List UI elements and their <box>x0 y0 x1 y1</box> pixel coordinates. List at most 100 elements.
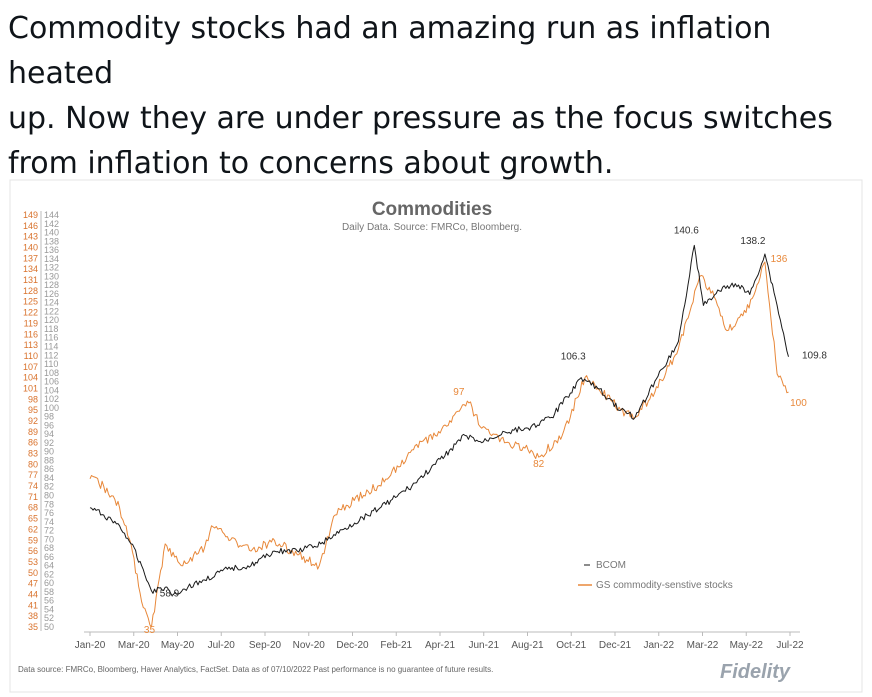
x-tick-label: Apr-21 <box>425 640 455 651</box>
x-tick-label: May-22 <box>730 640 764 651</box>
y-left-tick-label: 134 <box>23 264 38 274</box>
y-left-tick-label: 149 <box>23 210 38 220</box>
y-right-tick-label: 74 <box>44 517 54 527</box>
y-right-tick-label: 128 <box>44 280 59 290</box>
y-right-tick-label: 84 <box>44 473 54 483</box>
y-right-tick-label: 108 <box>44 368 59 378</box>
y-right-tick-label: 110 <box>44 359 58 369</box>
y-left-tick-label: 38 <box>28 611 38 621</box>
y-right-tick-label: 82 <box>44 482 54 492</box>
y-right-tick-label: 140 <box>44 228 59 238</box>
y-right-tick-label: 142 <box>44 219 59 229</box>
x-tick-label: Dec-20 <box>336 640 369 651</box>
y-right-tick-label: 136 <box>44 245 59 255</box>
fidelity-logo: Fidelity <box>720 661 791 683</box>
y-right-tick-label: 114 <box>44 341 58 351</box>
y-left-tick-label: 128 <box>23 286 38 296</box>
annotation-label: 109.8 <box>802 351 827 362</box>
x-tick-label: Aug-21 <box>511 640 544 651</box>
y-left-tick-label: 35 <box>28 622 38 632</box>
y-right-tick-label: 50 <box>44 622 54 632</box>
x-tick-label: Jul-22 <box>776 640 804 651</box>
y-axis-right: 1441421401381361341321301281261241221201… <box>40 210 59 632</box>
y-left-tick-label: 95 <box>28 405 38 415</box>
x-tick-label: May-20 <box>161 640 195 651</box>
y-left-tick-label: 107 <box>23 362 38 372</box>
y-left-tick-label: 89 <box>28 427 38 437</box>
y-left-tick-label: 62 <box>28 524 38 534</box>
y-right-tick-label: 144 <box>44 210 59 220</box>
y-left-tick-label: 68 <box>28 503 38 513</box>
x-tick-label: Mar-22 <box>687 640 719 651</box>
y-right-tick-label: 130 <box>44 271 59 281</box>
y-left-tick-label: 125 <box>23 297 38 307</box>
y-right-tick-label: 80 <box>44 491 54 501</box>
chart-image: Commodities Daily Data. Source: FMRCo, B… <box>0 175 872 697</box>
y-right-tick-label: 52 <box>44 613 54 623</box>
y-left-tick-label: 140 <box>23 243 38 253</box>
annotation-label: 97 <box>453 387 465 398</box>
y-left-tick-label: 92 <box>28 416 38 426</box>
y-left-tick-label: 143 <box>23 232 38 242</box>
y-axis-left: 1491461431401371341311281251221191161131… <box>23 210 38 632</box>
y-left-tick-label: 146 <box>23 221 38 231</box>
x-tick-label: Jan-20 <box>75 640 106 651</box>
annotation-label: 140.6 <box>674 225 699 236</box>
y-left-tick-label: 59 <box>28 535 38 545</box>
series-line-gs-commodity-stocks <box>89 261 789 628</box>
x-tick-label: Jan-22 <box>643 640 674 651</box>
series-line-bcom <box>89 244 789 596</box>
series-lines <box>89 244 789 628</box>
y-right-tick-label: 90 <box>44 447 54 457</box>
legend-label-gs: GS commodity-senstive stocks <box>596 580 733 591</box>
x-tick-label: Jun-21 <box>468 640 499 651</box>
y-right-tick-label: 62 <box>44 569 54 579</box>
y-right-tick-label: 138 <box>44 236 59 246</box>
y-left-tick-label: 71 <box>28 492 38 502</box>
y-right-tick-label: 120 <box>44 315 59 325</box>
y-right-tick-label: 96 <box>44 420 54 430</box>
y-right-tick-label: 76 <box>44 508 54 518</box>
legend-label-bcom: BCOM <box>596 560 626 571</box>
y-right-tick-label: 100 <box>44 403 59 413</box>
y-right-tick-label: 88 <box>44 455 54 465</box>
annotations: 140.6 138.2 136 109.8 100 106.3 97 82 58.9 35 <box>144 225 827 636</box>
y-left-tick-label: 44 <box>28 589 38 599</box>
y-left-tick-label: 74 <box>28 481 38 491</box>
y-right-tick-label: 94 <box>44 429 54 439</box>
x-axis: Jan-20 Mar-20 May-20 Jul-20 Sep-20 Nov-20 Dec-… <box>75 631 804 651</box>
y-right-tick-label: 112 <box>44 350 58 360</box>
chart-title: Commodities <box>372 199 492 220</box>
y-right-tick-label: 78 <box>44 499 54 509</box>
y-right-tick-label: 106 <box>44 377 59 387</box>
y-right-tick-label: 54 <box>44 604 54 614</box>
y-right-tick-label: 134 <box>44 254 59 264</box>
y-left-tick-label: 104 <box>23 373 38 383</box>
y-right-tick-label: 122 <box>44 306 59 316</box>
y-left-tick-label: 50 <box>28 568 38 578</box>
y-left-tick-label: 122 <box>23 308 38 318</box>
y-right-tick-label: 64 <box>44 561 54 571</box>
y-left-tick-label: 137 <box>23 253 38 263</box>
y-right-tick-label: 68 <box>44 543 54 553</box>
y-right-tick-label: 92 <box>44 438 54 448</box>
y-right-tick-label: 66 <box>44 552 54 562</box>
y-left-tick-label: 47 <box>28 579 38 589</box>
y-left-tick-label: 101 <box>23 383 38 393</box>
y-right-tick-label: 72 <box>44 526 54 536</box>
x-tick-label: Sep-20 <box>249 640 282 651</box>
y-right-tick-label: 70 <box>44 534 54 544</box>
x-tick-label: Dec-21 <box>599 640 632 651</box>
y-left-tick-label: 56 <box>28 546 38 556</box>
annotation-label: 100 <box>790 398 807 409</box>
y-left-tick-label: 65 <box>28 514 38 524</box>
annotation-label: 35 <box>144 625 156 636</box>
y-left-tick-label: 119 <box>24 318 38 328</box>
legend: BCOM GS commodity-senstive stocks <box>578 560 733 591</box>
annotation-label: 58.9 <box>160 588 180 599</box>
chart-subtitle: Daily Data. Source: FMRCo, Bloomberg. <box>342 222 522 233</box>
y-left-tick-label: 98 <box>28 394 38 404</box>
annotation-label: 136 <box>771 254 788 265</box>
y-right-tick-label: 56 <box>44 596 54 606</box>
x-tick-label: Feb-21 <box>380 640 412 651</box>
